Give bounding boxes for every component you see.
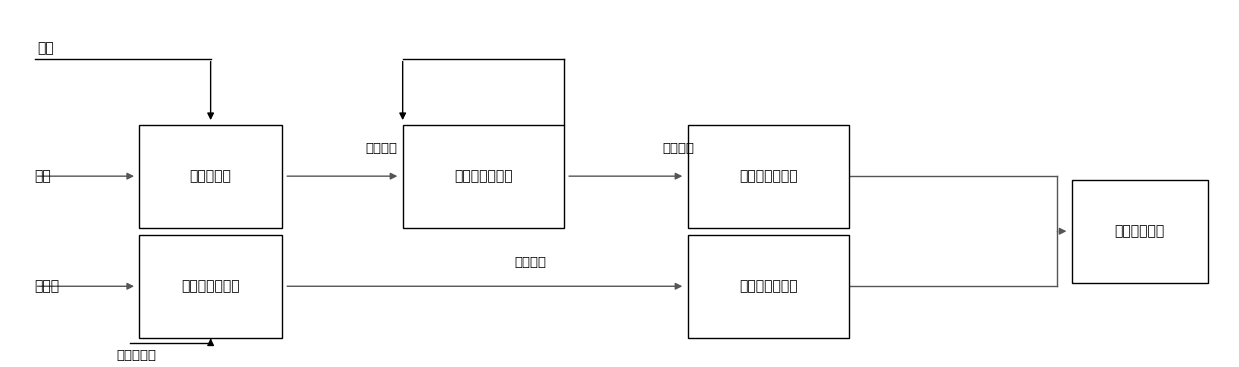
- Text: 合成气净化技术: 合成气净化技术: [738, 169, 798, 183]
- Text: 煤炭: 煤炭: [35, 169, 52, 183]
- Text: 燃料天然气: 燃料天然气: [116, 349, 156, 363]
- Text: 氧气: 氧气: [37, 41, 55, 55]
- Bar: [688, 235, 849, 338]
- Bar: [688, 125, 849, 228]
- Text: 粗合成气: 粗合成气: [663, 142, 695, 155]
- Bar: [403, 125, 564, 228]
- Text: 粗合成气: 粗合成气: [514, 256, 546, 269]
- Text: 煤气化技术: 煤气化技术: [190, 169, 232, 183]
- Text: 合成气净化技术: 合成气净化技术: [738, 279, 798, 293]
- Text: 下游合成装置: 下游合成装置: [1115, 224, 1165, 238]
- Text: 粗合成气: 粗合成气: [366, 142, 398, 155]
- Text: 天然气: 天然气: [35, 279, 59, 293]
- Bar: [1072, 180, 1208, 283]
- Bar: [139, 235, 282, 338]
- Text: 天然气转化技术: 天然气转化技术: [181, 279, 240, 293]
- Bar: [139, 125, 282, 228]
- Text: 合成气变换技术: 合成气变换技术: [453, 169, 513, 183]
